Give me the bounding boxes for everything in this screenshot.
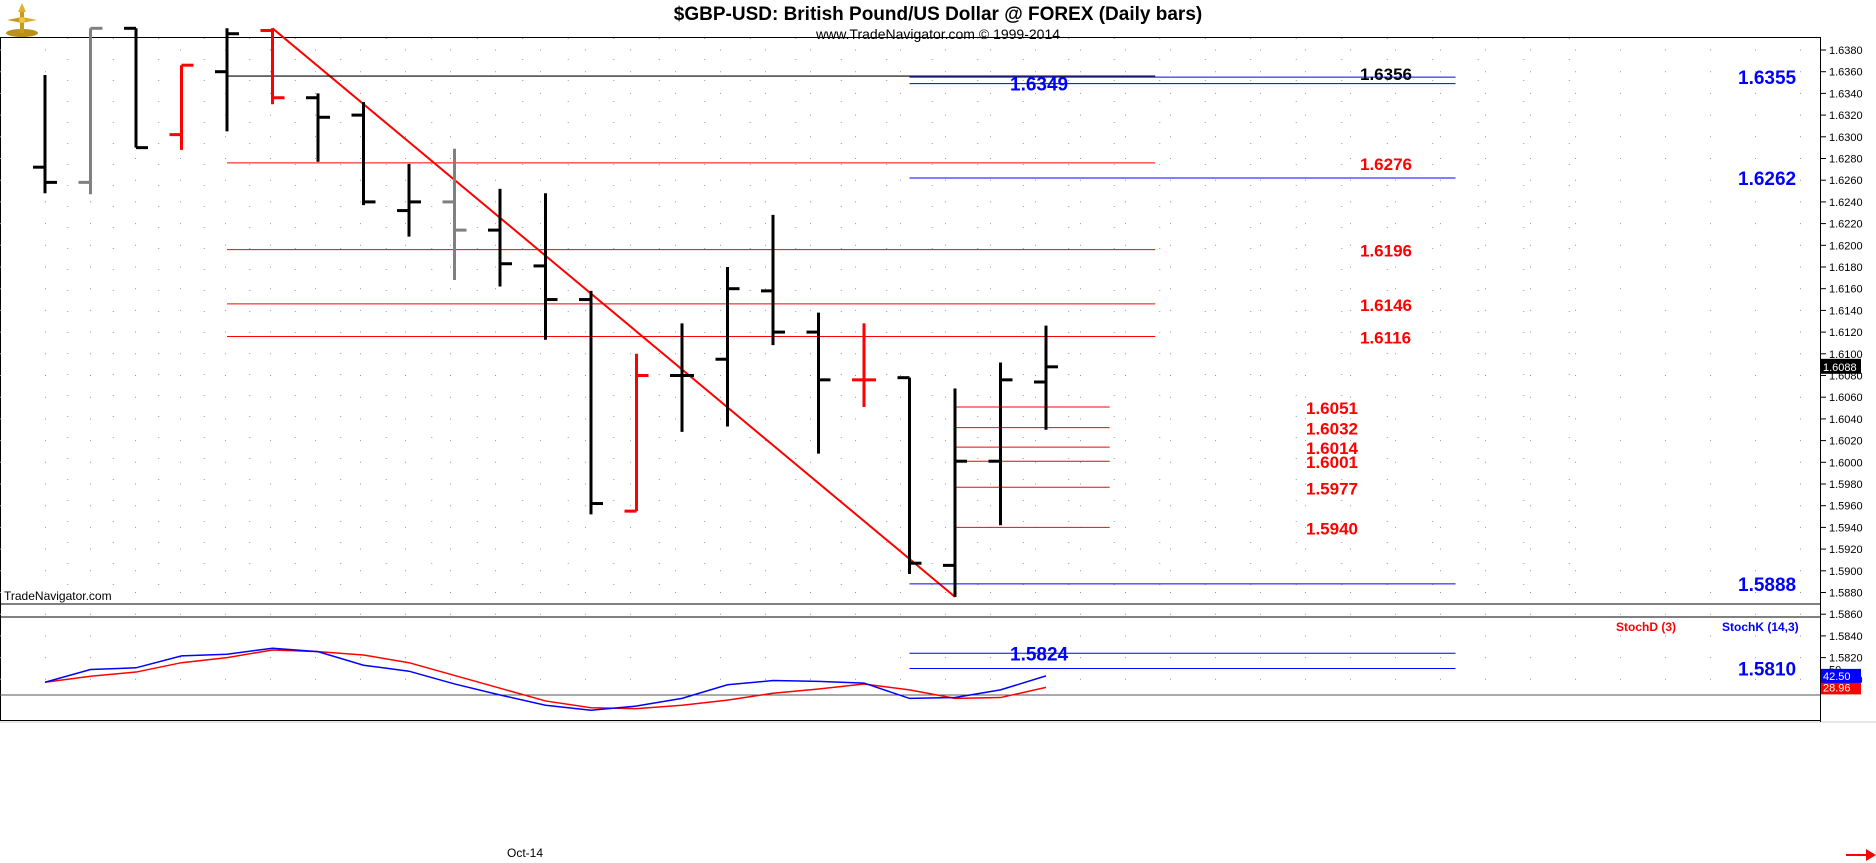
stoch-value: 42.50 [1823, 671, 1851, 683]
level-label: 1.5977 [1306, 479, 1358, 498]
y-axis-tick-label: 1.6300 [1829, 132, 1863, 144]
last-price-tag [1821, 358, 1861, 374]
y-axis-tick-label: 1.5860 [1829, 609, 1863, 621]
stoch-value-tag [1821, 668, 1861, 683]
y-axis-tick-label: 1.5900 [1829, 566, 1863, 578]
y-axis-tick-label: 1.6340 [1829, 88, 1863, 100]
level-label: 1.5940 [1306, 519, 1358, 538]
y-axis-tick-label: 1.6140 [1829, 305, 1863, 317]
level-label: 1.6001 [1306, 453, 1358, 472]
stochd-line [44, 649, 1047, 710]
y-axis-tick-label: 1.5820 [1829, 653, 1863, 665]
y-axis-tick-label: 1.5920 [1829, 544, 1863, 556]
y-axis-tick-label: 1.6260 [1829, 175, 1863, 187]
level-label: 1.5888 [1738, 575, 1796, 596]
y-axis-tick-label: 1.5880 [1829, 588, 1863, 600]
y-axis-tick-label: 1.6020 [1829, 436, 1863, 448]
scroll-right-arrow-icon[interactable] [1846, 849, 1876, 861]
level-label: 1.6146 [1360, 296, 1412, 315]
downtrend-line [271, 27, 956, 598]
x-axis-date-label: Oct-14 [507, 846, 543, 860]
stoch-value-tag [1821, 680, 1861, 695]
stoch-value: 28.96 [1823, 682, 1851, 694]
y-axis-tick-label: 1.6040 [1829, 414, 1863, 426]
level-label: 1.6116 [1360, 328, 1411, 347]
level-label: 1.6051 [1306, 399, 1358, 418]
y-axis-tick-label: 1.5960 [1829, 501, 1863, 513]
level-label: 1.5810 [1738, 659, 1796, 680]
chart-title: $GBP-USD: British Pound/US Dollar @ FORE… [673, 4, 1203, 25]
watermark-text: TradeNavigator.com [4, 589, 112, 603]
y-axis-tick-label: 1.6360 [1829, 67, 1863, 79]
y-axis-tick-label: 1.6160 [1829, 284, 1863, 296]
y-axis-tick-label: 1.6220 [1829, 219, 1863, 231]
y-axis-tick-label: 1.6240 [1829, 197, 1863, 209]
y-axis-tick-label: 1.6180 [1829, 262, 1863, 274]
y-axis-tick-label: 1.6280 [1829, 154, 1863, 166]
last-price-value: 1.6088 [1823, 362, 1857, 374]
level-label: 1.6356 [1360, 65, 1412, 84]
y-axis-tick-label: 1.6320 [1829, 110, 1863, 122]
level-label: 1.6276 [1360, 155, 1412, 174]
y-axis-tick-label: 1.6060 [1829, 392, 1863, 404]
y-axis-tick-label: 1.6100 [1829, 349, 1863, 361]
y-axis-tick-label: 1.5980 [1829, 479, 1863, 491]
level-label: 1.6014 [1306, 439, 1359, 458]
y-axis-tick-label: 1.6200 [1829, 240, 1863, 252]
compass-rose-logo-icon[interactable] [2, 2, 42, 38]
level-label: 1.6349 [1010, 75, 1068, 96]
legend-stochd: StochD (3) [1616, 620, 1676, 634]
legend-stochk: StochK (14,3) [1722, 620, 1799, 634]
stochk-line [44, 647, 1047, 712]
y-axis-tick-label: 1.5840 [1829, 631, 1863, 643]
y-axis-tick-label: 1.6000 [1829, 457, 1863, 469]
y-axis-tick-label: 1.6120 [1829, 327, 1863, 339]
level-label: 1.6262 [1738, 169, 1796, 190]
level-label: 1.6355 [1738, 68, 1797, 89]
y-axis-tick-label: 1.6380 [1829, 45, 1863, 57]
level-label: 1.6032 [1306, 420, 1358, 439]
y-axis-tick-label: 1.5940 [1829, 522, 1863, 534]
level-label: 1.6196 [1360, 242, 1412, 261]
level-label: 1.5824 [1010, 644, 1069, 665]
